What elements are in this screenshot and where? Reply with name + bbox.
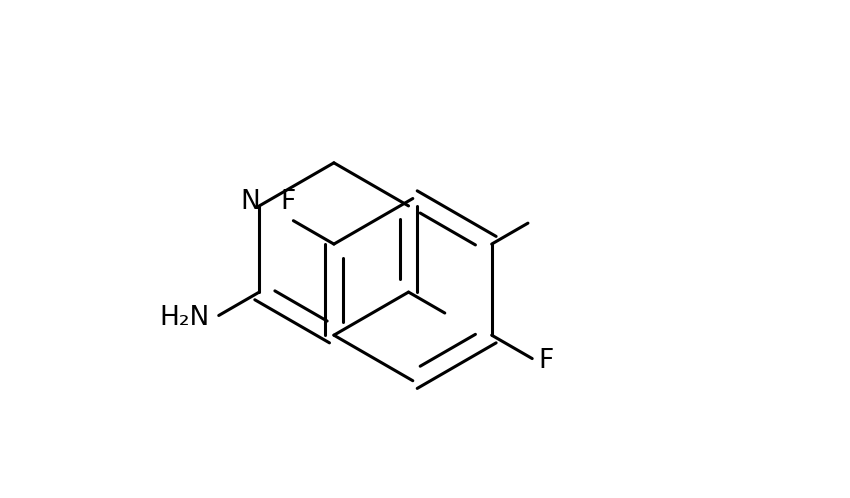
Text: N: N [241,189,260,215]
Text: F: F [538,348,553,374]
Text: F: F [280,189,296,215]
Text: H₂N: H₂N [160,305,210,331]
